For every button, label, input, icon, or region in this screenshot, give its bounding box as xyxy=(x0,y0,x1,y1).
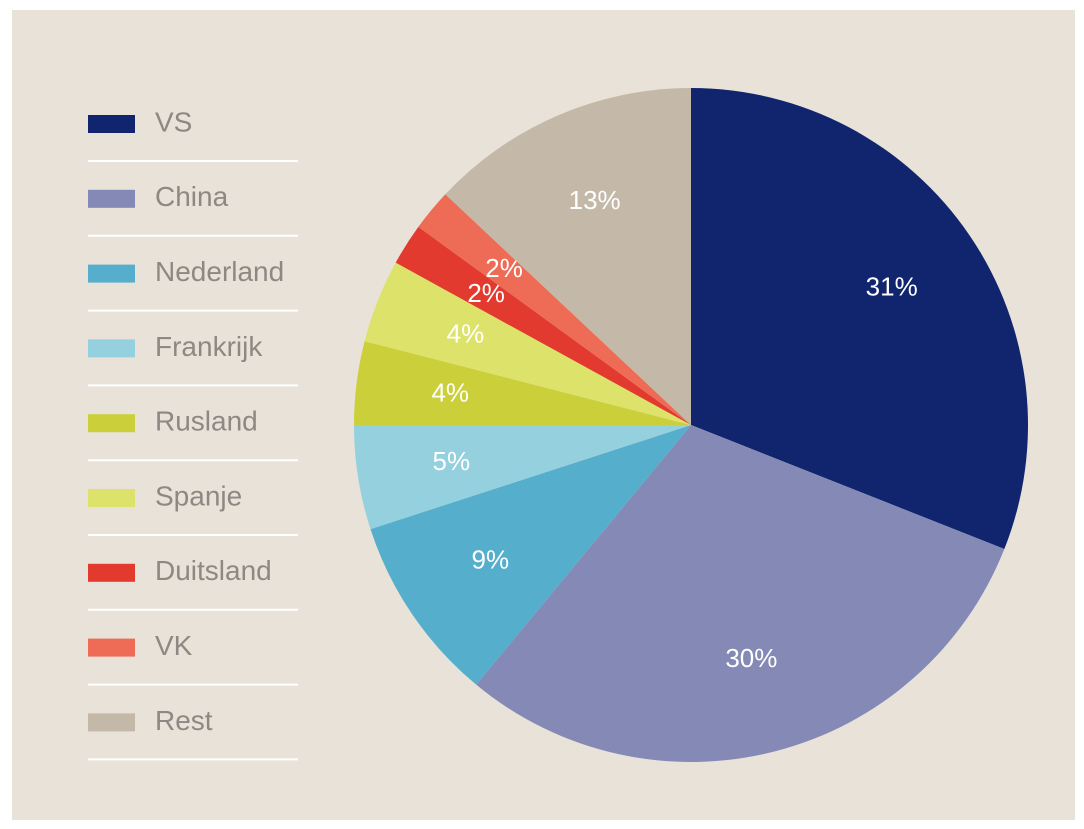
legend-label: VK xyxy=(155,630,193,661)
pie-slice xyxy=(476,425,1005,762)
pie-slice xyxy=(364,262,691,425)
legend-swatch xyxy=(88,115,135,133)
pie-slice xyxy=(395,226,691,425)
pie-slice xyxy=(445,88,691,425)
pie-slice xyxy=(354,425,691,530)
pie-slice xyxy=(691,88,1028,550)
legend-swatch xyxy=(88,189,135,208)
pie-slice xyxy=(354,341,691,425)
legend-label: Nederland xyxy=(155,256,284,287)
data-label: 4% xyxy=(431,377,469,407)
data-label: 31% xyxy=(866,271,918,301)
legend-swatch xyxy=(88,638,135,657)
legend-swatch xyxy=(88,264,135,283)
data-label: 5% xyxy=(433,446,471,476)
legend-swatch xyxy=(88,339,135,358)
data-label: 4% xyxy=(447,319,485,349)
legend-label: Rest xyxy=(155,705,213,736)
data-label: 9% xyxy=(472,544,510,574)
pie-slice xyxy=(418,194,691,425)
legend-label: Frankrijk xyxy=(155,331,263,362)
legend-label: Rusland xyxy=(155,406,258,437)
data-label: 13% xyxy=(569,185,621,215)
legend-label: China xyxy=(155,181,229,212)
legend-swatch xyxy=(88,489,135,507)
data-label: 30% xyxy=(725,643,777,673)
legend-label: Duitsland xyxy=(155,555,272,586)
legend-swatch xyxy=(88,563,135,582)
legend-label: VS xyxy=(155,106,192,137)
legend-swatch xyxy=(88,414,135,433)
legend-label: Spanje xyxy=(155,480,242,511)
legend-swatch xyxy=(88,713,135,732)
pie-slice xyxy=(370,425,691,685)
